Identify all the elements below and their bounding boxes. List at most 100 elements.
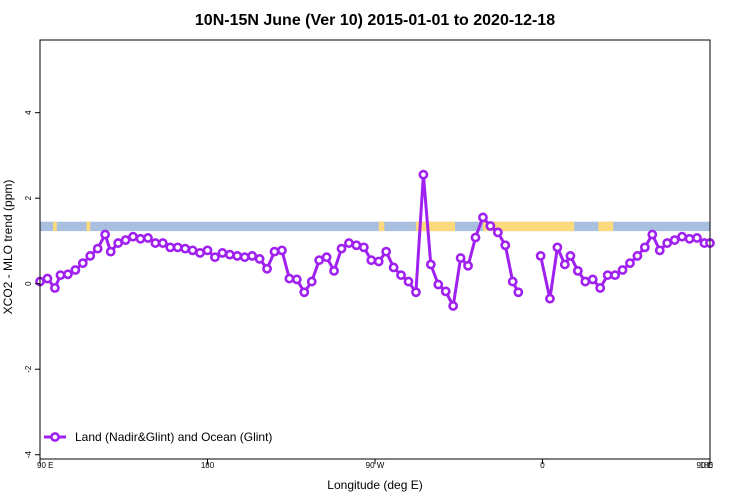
data-point [239, 252, 250, 263]
data-point [507, 276, 518, 287]
x-axis-label: Longitude (deg E) [327, 478, 422, 492]
data-point [100, 229, 111, 240]
land-segment [482, 221, 575, 232]
data-point [559, 259, 570, 270]
ocean-band [40, 221, 710, 232]
data-point [143, 233, 153, 243]
data-point [157, 238, 168, 248]
data-point [299, 287, 310, 298]
data-point [128, 231, 138, 242]
y-tick-label: 0 [24, 281, 33, 286]
data-point [381, 246, 392, 257]
x-tick-label: 90 W [366, 461, 385, 470]
data-point [545, 293, 555, 304]
data-point [49, 283, 60, 293]
land-segment [53, 221, 57, 232]
data-point [513, 287, 524, 298]
data-point [463, 260, 473, 271]
data-point [535, 251, 546, 261]
data-point [647, 229, 658, 240]
data-point [269, 246, 280, 257]
land-segment [598, 221, 614, 232]
data-point [306, 276, 317, 287]
legend-label: Land (Nadir&Glint) and Ocean (Glint) [75, 430, 272, 444]
legend: Land (Nadir&Glint) and Ocean (Glint) [44, 430, 272, 444]
data-point [63, 269, 73, 280]
data-point [632, 251, 643, 261]
data-point [425, 259, 436, 270]
data-point [366, 255, 377, 266]
data-point [351, 240, 362, 251]
data-point [572, 265, 583, 276]
data-point [455, 253, 466, 263]
data-point [433, 279, 444, 290]
data-point [625, 258, 635, 269]
data-point [478, 212, 488, 223]
data-point [291, 274, 302, 285]
data-point [150, 238, 161, 248]
data-point [344, 238, 354, 248]
data-point [329, 265, 339, 276]
data-point [120, 235, 131, 245]
data-point [247, 251, 258, 261]
data-point [565, 251, 576, 261]
data-point [677, 231, 687, 242]
y-tick-label: 4 [24, 110, 33, 115]
land-segment [378, 221, 385, 232]
data-point [277, 245, 287, 256]
chart-title: 10N-15N June (Ver 10) 2015-01-01 to 2020… [195, 12, 555, 29]
data-point [202, 245, 213, 256]
data-point [42, 273, 53, 284]
data-point [552, 242, 563, 253]
data-point [617, 265, 628, 275]
y-tick-label: -2 [24, 365, 33, 373]
legend-marker-swatch [50, 432, 60, 442]
data-point [662, 238, 673, 248]
data-point [284, 273, 295, 284]
data-point [448, 301, 459, 311]
data-point [224, 249, 235, 260]
data-point [396, 270, 406, 281]
plot-area [35, 169, 715, 311]
x-tick-label: 180 [201, 461, 215, 470]
data-point [654, 245, 665, 256]
data-point [684, 233, 695, 244]
data-point [411, 287, 421, 298]
x-tick-label: 0 [540, 461, 545, 470]
data-point [610, 270, 620, 281]
data-point [254, 254, 265, 264]
data-point [587, 274, 598, 285]
data-point [336, 243, 347, 254]
data-point [358, 242, 369, 253]
land-segment [415, 221, 456, 232]
data-point [135, 233, 146, 244]
data-point [172, 242, 183, 253]
land-segment [86, 221, 91, 232]
data-point [440, 286, 451, 297]
data-point [105, 246, 116, 257]
data-point [70, 265, 81, 275]
data-point [195, 248, 205, 258]
data-point [85, 251, 96, 261]
data-point [55, 270, 66, 281]
x-tick-label: 90 E [697, 461, 713, 470]
plot-frame [39, 39, 711, 460]
data-point [373, 256, 384, 267]
y-axis-label: XCO2 - MLO trend (ppm) [1, 180, 15, 315]
data-point [485, 221, 496, 231]
data-point [314, 255, 325, 266]
data-point [403, 276, 414, 287]
data-point [210, 252, 220, 263]
data-point [92, 243, 103, 254]
data-point [418, 169, 429, 180]
data-point [187, 245, 198, 256]
data-point [492, 227, 503, 238]
data-point [470, 232, 481, 243]
data-point [165, 242, 176, 253]
data-point [77, 258, 88, 269]
data-point [217, 248, 228, 258]
data-point [262, 263, 272, 274]
x-tick-label-right: 180 [700, 461, 714, 470]
